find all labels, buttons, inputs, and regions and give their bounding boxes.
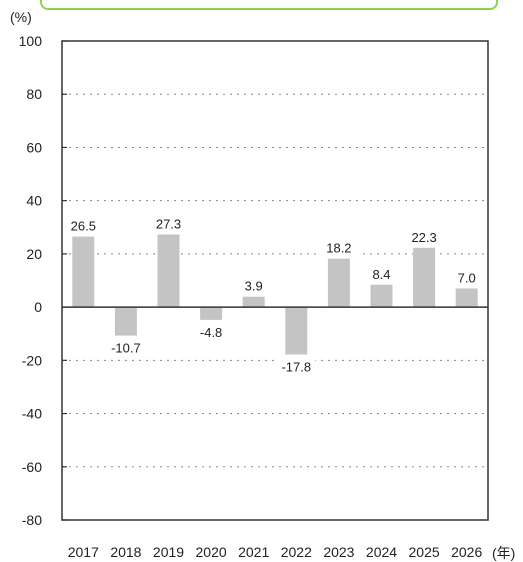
y-tick-label: -20 bbox=[22, 352, 42, 368]
y-tick-label: -40 bbox=[22, 406, 42, 422]
data-label-bg bbox=[405, 228, 444, 246]
x-axis-unit: (年) bbox=[492, 545, 515, 561]
data-label-bg bbox=[106, 339, 145, 357]
x-tick-label: 2017 bbox=[68, 544, 99, 560]
data-label-bg bbox=[149, 215, 188, 233]
bar-2025 bbox=[413, 247, 436, 308]
bar-2019 bbox=[157, 234, 180, 308]
x-tick-label: 2022 bbox=[281, 544, 312, 560]
bar-2023 bbox=[327, 258, 350, 308]
x-tick-label: 2019 bbox=[153, 544, 184, 560]
data-label: -17.8 bbox=[281, 359, 311, 374]
y-tick-label: 60 bbox=[26, 139, 42, 155]
data-label: 26.5 bbox=[71, 219, 96, 234]
bar-2026 bbox=[455, 288, 478, 308]
data-label-bg bbox=[64, 217, 103, 235]
bars bbox=[72, 234, 478, 355]
grid-lines bbox=[62, 93, 488, 468]
x-tick-label: 2023 bbox=[323, 544, 354, 560]
y-axis-unit: (%) bbox=[10, 9, 32, 25]
data-label: -10.7 bbox=[111, 341, 141, 356]
bar-2021 bbox=[242, 296, 265, 308]
data-label: 3.9 bbox=[245, 279, 263, 294]
bar-2022 bbox=[285, 307, 308, 355]
y-axis-ticks: 100 80 60 40 20 0 -20 -40 -60 -80 bbox=[19, 33, 67, 528]
data-label-bg bbox=[362, 265, 401, 283]
data-labels: 26.5 -10.7 27.3 -4.8 3.9 -17.8 18.2 8.4 22.3 7.0 bbox=[64, 215, 486, 376]
plot-frame bbox=[61, 40, 489, 521]
y-tick-label: 80 bbox=[26, 86, 42, 102]
x-axis-ticks: 2017 2018 2019 2020 2021 2022 2023 2024 2025 2026 bbox=[68, 544, 483, 560]
x-tick-label: 2025 bbox=[409, 544, 440, 560]
x-tick-label: 2021 bbox=[238, 544, 269, 560]
bar-2020 bbox=[200, 307, 223, 320]
bar-2017 bbox=[72, 236, 95, 308]
data-label-bg bbox=[234, 277, 273, 295]
y-tick-label: 20 bbox=[26, 246, 42, 262]
y-tick-label: 40 bbox=[26, 193, 42, 209]
top-border-accent bbox=[40, 0, 498, 10]
x-tick-label: 2018 bbox=[110, 544, 141, 560]
data-label: 7.0 bbox=[458, 270, 476, 285]
y-tick-label: -80 bbox=[22, 512, 42, 528]
data-label-bg bbox=[447, 269, 486, 287]
data-label: 22.3 bbox=[411, 230, 436, 245]
x-tick-label: 2026 bbox=[451, 544, 482, 560]
data-label-bg bbox=[319, 239, 358, 257]
x-tick-label: 2020 bbox=[196, 544, 227, 560]
bar-2018 bbox=[114, 307, 137, 336]
x-tick-label: 2024 bbox=[366, 544, 397, 560]
bar-2024 bbox=[370, 284, 393, 308]
data-label: 8.4 bbox=[372, 267, 390, 282]
y-tick-label: 0 bbox=[34, 299, 42, 315]
data-label: 27.3 bbox=[156, 216, 181, 231]
y-tick-label: -60 bbox=[22, 459, 42, 475]
data-label-bg bbox=[277, 358, 316, 376]
y-tick-label: 100 bbox=[19, 33, 43, 49]
data-label: -4.8 bbox=[200, 325, 222, 340]
data-label: 18.2 bbox=[326, 241, 351, 256]
data-label-bg bbox=[192, 323, 231, 341]
